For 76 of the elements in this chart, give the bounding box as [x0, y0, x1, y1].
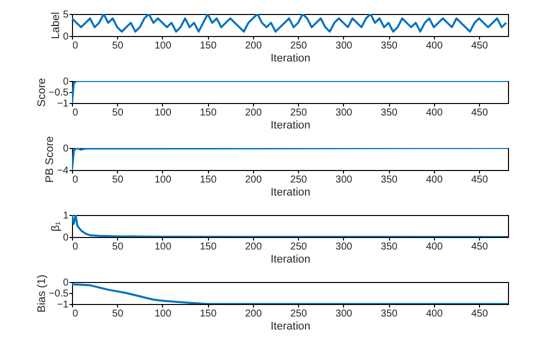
- y-axis-title: Score: [36, 78, 48, 107]
- x-tick-label: 0: [72, 242, 78, 252]
- x-tick-label: 300: [336, 242, 353, 252]
- x-tick-label: 150: [200, 308, 217, 320]
- x-axis-title: Iteration: [270, 254, 310, 266]
- x-axis-title: Iteration: [270, 320, 310, 332]
- x-tick-label: 400: [426, 308, 444, 320]
- x-axis-title: Iteration: [270, 120, 310, 132]
- y-tick-label: 0: [62, 76, 69, 88]
- x-tick-label: 100: [154, 308, 172, 320]
- x-tick-label: 50: [112, 242, 124, 252]
- y-axis-title: Label: [50, 12, 62, 39]
- line-series: [72, 14, 508, 33]
- y-tick-label: 0: [62, 232, 69, 244]
- line-series: [72, 215, 508, 237]
- x-tick-label: 250: [290, 308, 308, 320]
- x-tick-label: 50: [112, 108, 124, 118]
- x-tick-label: 450: [471, 174, 488, 186]
- x-tick-label: 250: [290, 108, 308, 118]
- x-tick-label: 250: [290, 242, 308, 252]
- y-axis-title: β₁: [50, 221, 62, 232]
- y-tick-label: −0.5: [48, 288, 69, 300]
- x-tick-label: 350: [380, 242, 398, 252]
- line-series: [72, 148, 508, 170]
- x-tick-label: 350: [380, 108, 398, 118]
- y-axis-title: PB Score: [44, 136, 56, 183]
- y-axis-title: Bias (1): [36, 274, 48, 312]
- x-tick-label: 200: [245, 40, 262, 52]
- x-tick-label: 150: [200, 108, 217, 118]
- y-tick-label: 5: [62, 10, 69, 20]
- x-tick-label: 100: [154, 108, 172, 118]
- y-tick-label: 0: [62, 278, 69, 288]
- x-tick-label: 250: [290, 174, 308, 186]
- x-tick-label: 0: [72, 40, 78, 52]
- x-tick-label: 100: [154, 242, 172, 252]
- x-tick-label: 250: [290, 40, 308, 52]
- x-tick-label: 350: [380, 308, 398, 320]
- x-tick-label: 100: [154, 174, 172, 186]
- x-tick-label: 350: [380, 174, 398, 186]
- x-tick-label: 350: [380, 40, 398, 52]
- x-tick-label: 450: [471, 40, 488, 52]
- x-tick-label: 0: [72, 174, 78, 186]
- y-tick-label: −1: [57, 98, 69, 110]
- y-tick-label: 1: [62, 210, 69, 222]
- x-tick-label: 50: [112, 308, 124, 320]
- x-tick-label: 400: [426, 242, 444, 252]
- x-tick-label: 50: [112, 40, 124, 52]
- x-tick-label: 450: [471, 108, 488, 118]
- x-tick-label: 50: [112, 174, 124, 186]
- x-tick-label: 400: [426, 174, 444, 186]
- x-axis-title: Iteration: [270, 52, 310, 64]
- x-tick-label: 100: [154, 40, 172, 52]
- line-series: [72, 283, 508, 304]
- x-tick-label: 400: [426, 108, 444, 118]
- x-tick-label: 0: [72, 308, 78, 320]
- y-tick-label: −4: [57, 166, 69, 176]
- x-tick-label: 0: [72, 108, 78, 118]
- x-tick-label: 150: [200, 174, 217, 186]
- x-tick-label: 200: [245, 108, 262, 118]
- x-tick-label: 300: [336, 40, 353, 52]
- x-axis-title: Iteration: [270, 186, 310, 198]
- x-tick-label: 450: [471, 308, 488, 320]
- x-tick-label: 300: [336, 174, 353, 186]
- x-tick-label: 200: [245, 242, 262, 252]
- y-tick-label: −1: [57, 300, 69, 310]
- y-tick-label: −0.5: [48, 88, 69, 98]
- x-tick-label: 400: [426, 40, 444, 52]
- x-tick-label: 450: [471, 242, 488, 252]
- y-tick-label: 0: [62, 32, 69, 42]
- x-tick-label: 150: [200, 242, 217, 252]
- x-tick-label: 200: [245, 174, 262, 186]
- y-tick-label: 0: [62, 144, 69, 154]
- x-tick-label: 300: [336, 108, 353, 118]
- x-tick-label: 200: [245, 308, 262, 320]
- x-tick-label: 150: [200, 40, 217, 52]
- x-tick-label: 300: [336, 308, 353, 320]
